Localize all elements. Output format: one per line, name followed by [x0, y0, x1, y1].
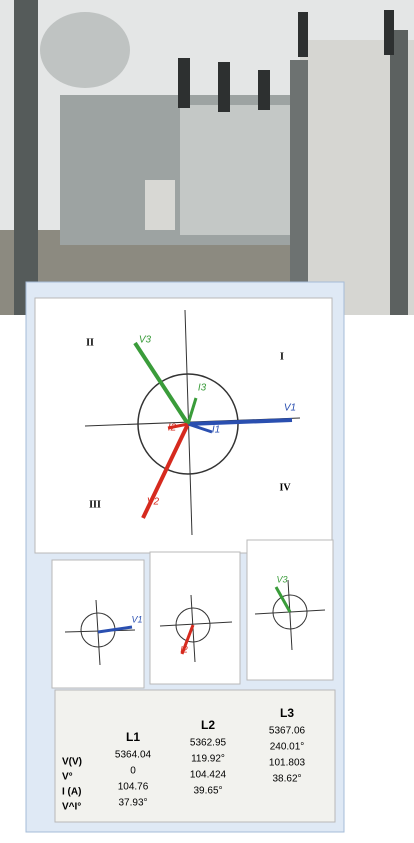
phasor-label: I3	[198, 383, 207, 394]
row-label: V(V)	[62, 757, 82, 768]
cell: 119.92°	[191, 754, 225, 765]
quadrant-label: III	[89, 499, 101, 510]
cell: 37.93°	[118, 798, 147, 809]
scene: IIIIIIIVV3V1I3I1I2V2V1I2V3L1L2L3V(V)V°I …	[0, 0, 414, 843]
cell: 39.65°	[193, 786, 222, 797]
cell: 5364.04	[115, 750, 152, 761]
photo	[0, 0, 414, 315]
row-label: V°	[62, 772, 73, 783]
column-header: L2	[201, 718, 215, 732]
cell: 38.62°	[272, 774, 301, 785]
cell: 5367.06	[269, 726, 306, 737]
quadrant-label: II	[86, 337, 94, 348]
cell: 101.803	[269, 758, 306, 769]
cell: 104.424	[190, 770, 227, 781]
phasor-label: I2	[168, 423, 177, 434]
cell: 0	[130, 766, 136, 777]
phasor-label: V2	[147, 497, 160, 508]
small-label: V1	[131, 614, 142, 624]
column-header: L3	[280, 706, 294, 720]
row-label: V^I°	[62, 802, 81, 813]
quadrant-label: I	[280, 351, 284, 362]
small-label: I2	[180, 644, 188, 654]
row-label: I (A)	[62, 787, 81, 798]
cell: 104.76	[118, 782, 149, 793]
phasor-label: V1	[284, 403, 296, 414]
cell: 5362.95	[190, 738, 227, 749]
phasor-label: I1	[212, 425, 220, 436]
small-label: V3	[276, 574, 287, 584]
quadrant-label: IV	[279, 482, 291, 493]
page: IIIIIIIVV3V1I3I1I2V2V1I2V3L1L2L3V(V)V°I …	[0, 0, 414, 843]
phasor-label: V3	[139, 335, 152, 346]
column-header: L1	[126, 730, 140, 744]
cell: 240.01°	[270, 742, 305, 753]
